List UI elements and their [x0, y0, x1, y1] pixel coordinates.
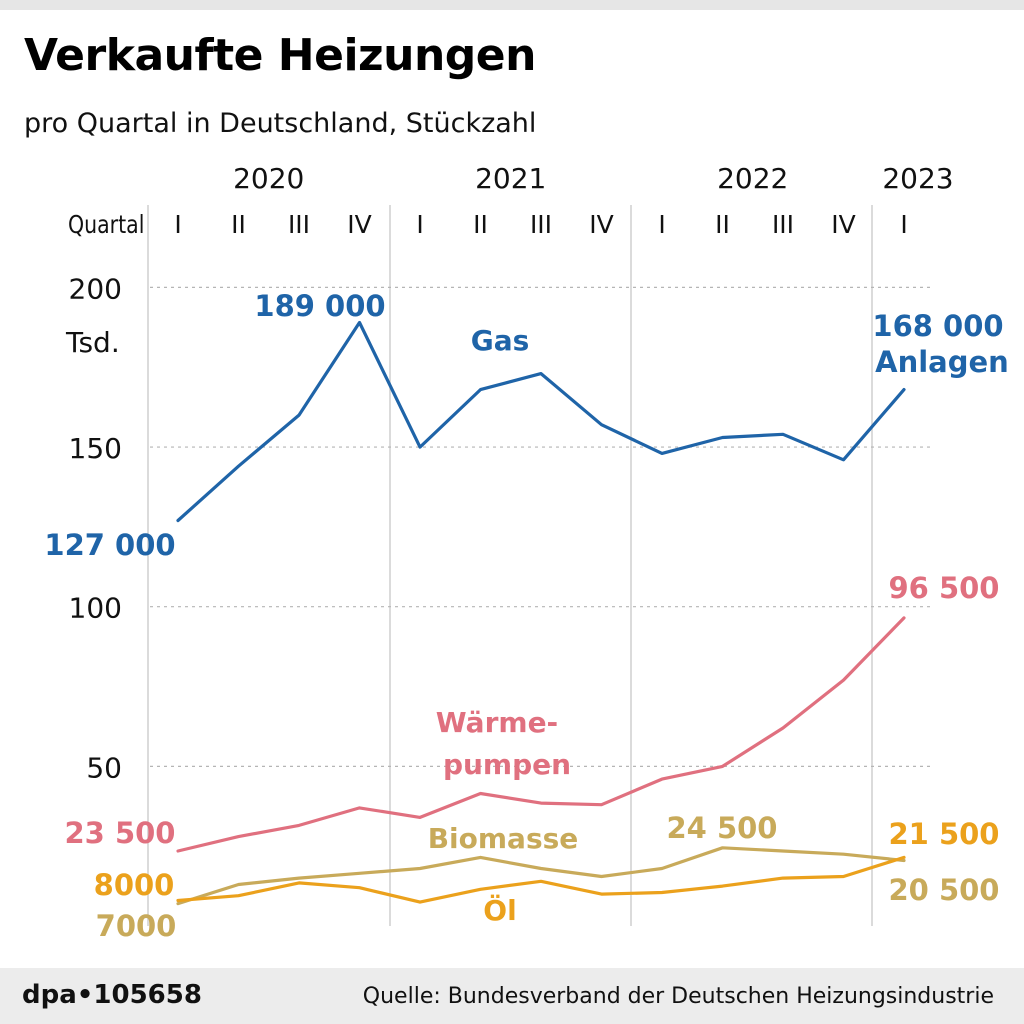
series-line-gas: [176, 320, 906, 523]
y-tick-label: 50: [86, 751, 122, 784]
quarter-label: IV: [589, 210, 613, 239]
data-label: 7000: [96, 909, 177, 943]
quarter-label: I: [900, 210, 907, 239]
quarter-label: I: [174, 210, 181, 239]
source-note: Quelle: Bundesverband der Deutschen Heiz…: [362, 984, 994, 1009]
series-label-oel: Öl: [483, 893, 516, 927]
chart-title: Verkaufte Heizungen: [24, 30, 536, 81]
chart-subtitle: pro Quartal in Deutschland, Stückzahl: [24, 108, 537, 139]
top-bar: [0, 0, 1024, 10]
year-label: 2021: [475, 162, 546, 195]
series-label-gas: Gas: [471, 324, 530, 357]
year-label: 2022: [717, 162, 788, 195]
y-tick-label: 200: [69, 272, 122, 305]
data-label: Anlagen: [875, 345, 1009, 379]
quarter-label: II: [473, 210, 488, 239]
year-label: 2020: [233, 162, 304, 195]
data-label: 24 500: [667, 811, 778, 845]
dpa-credit: dpa•105658: [22, 980, 202, 1010]
quarter-label: I: [658, 210, 665, 239]
y-tick-label: 150: [69, 432, 122, 465]
data-label: 23 500: [65, 816, 176, 850]
series-line-wärme-pumpen: [176, 616, 906, 853]
data-label: 20 500: [889, 873, 1000, 907]
series-line-öl: [176, 855, 906, 904]
data-label: 96 500: [889, 571, 1000, 605]
data-label: 168 000: [872, 309, 1003, 343]
quarter-label: III: [530, 210, 552, 239]
quarter-axis-label: Quartal: [68, 211, 144, 239]
quarter-label: I: [416, 210, 423, 239]
data-label: 21 500: [889, 817, 1000, 851]
quarter-label: II: [715, 210, 730, 239]
data-label: 8000: [94, 868, 175, 902]
quarter-label: III: [772, 210, 794, 239]
y-tick-label: 100: [69, 592, 122, 625]
data-label: 127 000: [44, 528, 175, 562]
series-line-biomasse: [176, 846, 906, 906]
quarter-label: III: [288, 210, 310, 239]
quarter-label: IV: [347, 210, 371, 239]
series-label-waermepumpen-2: pumpen: [443, 748, 571, 781]
series-label-waermepumpen-1: Wärme-: [436, 706, 558, 739]
series-label-biomasse: Biomasse: [428, 822, 579, 855]
y-unit-label: Tsd.: [65, 326, 120, 359]
year-label: 2023: [882, 162, 953, 195]
data-label: 189 000: [254, 289, 385, 323]
quarter-label: II: [231, 210, 246, 239]
quarter-label: IV: [831, 210, 855, 239]
footer-bar: [0, 968, 1024, 1024]
